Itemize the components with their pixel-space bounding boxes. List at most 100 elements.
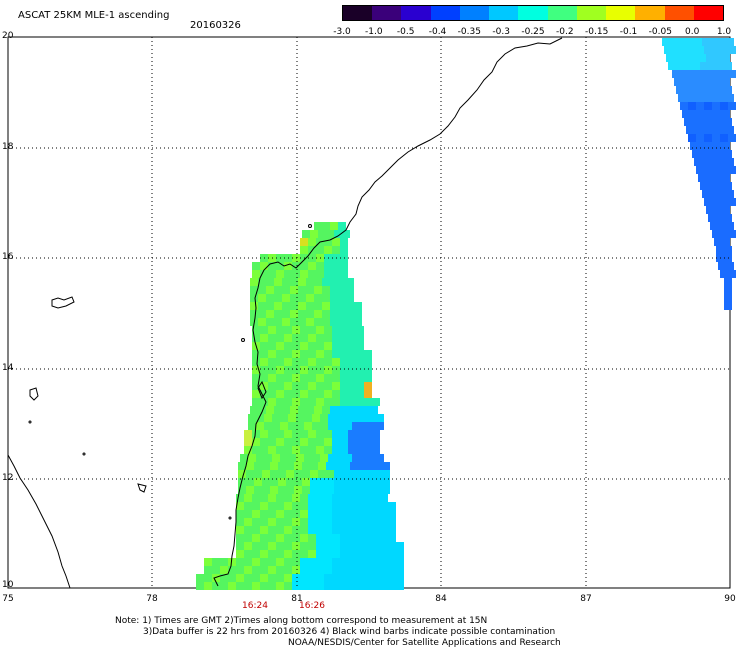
colorbar-label: -0.3: [492, 27, 510, 37]
swath-cell: [306, 278, 314, 286]
swath-cell: [710, 94, 718, 102]
swath-cell: [354, 318, 362, 326]
swath-cell: [298, 310, 306, 318]
swath-cell: [370, 406, 378, 414]
swath-cell: [352, 454, 360, 462]
swath-cell: [348, 342, 356, 350]
swath-cell: [726, 158, 734, 166]
swath-cell: [314, 406, 322, 414]
swath-cell: [212, 566, 220, 574]
swath-cell: [698, 54, 706, 62]
swath-cell: [332, 390, 340, 398]
swath-cell: [724, 118, 732, 126]
swath-cell: [196, 582, 204, 590]
swath-cell: [254, 478, 262, 486]
swath-cell: [348, 390, 356, 398]
swath-cell: [308, 326, 316, 334]
swath-cell: [316, 526, 324, 534]
swath-cell: [236, 550, 244, 558]
swath-cell: [284, 334, 292, 342]
swath-cell: [252, 542, 260, 550]
swath-cell: [324, 270, 332, 278]
swath-cell: [292, 558, 300, 566]
swath-cell: [364, 438, 372, 446]
swath-cell: [728, 230, 736, 238]
swath-cell: [276, 558, 284, 566]
colorbar-label: -1.0: [365, 27, 383, 37]
swath-cell: [324, 494, 332, 502]
swath-cell: [720, 230, 728, 238]
swath-cell: [352, 422, 360, 430]
swath-cell: [376, 422, 384, 430]
swath-cell: [274, 406, 282, 414]
swath-cell: [340, 390, 348, 398]
swath-cell: [348, 382, 356, 390]
swath-cell: [252, 526, 260, 534]
swath-cell: [316, 358, 324, 366]
swath-cell: [248, 414, 256, 422]
swath-cell: [332, 550, 340, 558]
swath-cell: [354, 302, 362, 310]
swath-cell: [288, 414, 296, 422]
swath-cell: [284, 566, 292, 574]
swath-cell: [244, 430, 252, 438]
swath-cell: [718, 94, 726, 102]
swath-cell: [692, 118, 700, 126]
swath-cell: [308, 502, 316, 510]
swath-cell: [268, 502, 276, 510]
swath-cell: [332, 358, 340, 366]
swath-cell: [388, 518, 396, 526]
swath-cell: [244, 518, 252, 526]
swath-cell: [336, 422, 344, 430]
swath-cell: [348, 430, 356, 438]
colorbar-label: -0.2: [556, 27, 574, 37]
swath-cell: [266, 310, 274, 318]
swath-cell: [348, 398, 356, 406]
swath-cell: [284, 358, 292, 366]
swath-cell: [268, 334, 276, 342]
swath-cell: [252, 566, 260, 574]
swath-cell: [276, 518, 284, 526]
swath-cell: [284, 574, 292, 582]
swath-cell: [340, 550, 348, 558]
swath-cell: [682, 54, 690, 62]
swath-cell: [284, 262, 292, 270]
swath-cell: [714, 142, 722, 150]
swath-cell: [348, 446, 356, 454]
colorbar-segment: [576, 6, 607, 20]
swath-cell: [246, 470, 254, 478]
swath-cell: [316, 350, 324, 358]
swath-cell: [310, 462, 318, 470]
swath-cell: [720, 166, 728, 174]
swath-cell: [340, 534, 348, 542]
swath-cell: [698, 174, 706, 182]
swath-cell: [220, 582, 228, 590]
swath-cell: [292, 510, 300, 518]
swath-cell: [276, 534, 284, 542]
swath-cell: [348, 526, 356, 534]
swath-cell: [306, 294, 314, 302]
swath-cell: [380, 550, 388, 558]
swath-cell: [356, 510, 364, 518]
swath-cell: [688, 70, 696, 78]
swath-cell: [332, 350, 340, 358]
swath-cell: [266, 278, 274, 286]
swath-cell: [308, 438, 316, 446]
swath-cell: [268, 366, 276, 374]
swath-cell: [244, 574, 252, 582]
swath-cell: [316, 382, 324, 390]
swath-cell: [258, 406, 266, 414]
swath-cell: [340, 526, 348, 534]
swath-cell: [340, 382, 348, 390]
swath-cell: [364, 510, 372, 518]
swath-cell: [374, 470, 382, 478]
swath-cell: [256, 414, 264, 422]
swath-cell: [308, 534, 316, 542]
swath-cell: [356, 558, 364, 566]
swath-cell: [696, 46, 704, 54]
swath-cell: [336, 454, 344, 462]
swath-cell: [710, 126, 718, 134]
swath-cell: [324, 326, 332, 334]
swath-cell: [324, 246, 332, 254]
